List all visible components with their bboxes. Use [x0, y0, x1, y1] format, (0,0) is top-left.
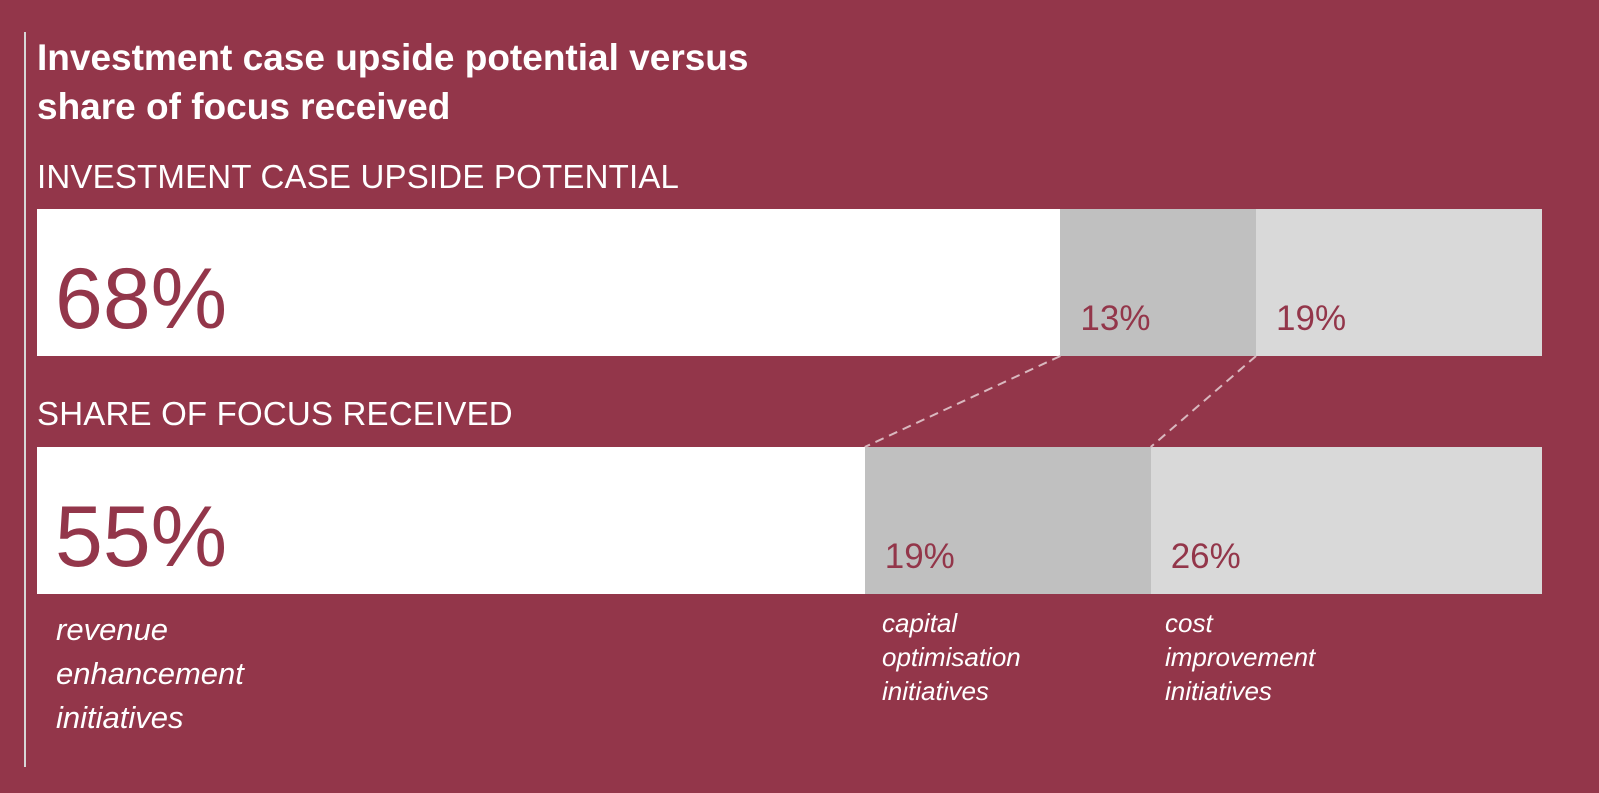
chart-title-line-2: share of focus received [37, 86, 451, 127]
value-label-revenue-enhancement-share-of-focus: 55% [55, 489, 228, 585]
legend-label-cost-improvement: cost improvement initiatives [1165, 606, 1315, 708]
legend-label-revenue-enhancement: revenue enhancement initiatives [56, 608, 244, 740]
connector-line-cost-improvement [1150, 355, 1257, 448]
bar-segment-capital-optimisation-upside-potential: 13% [1060, 209, 1257, 356]
legend-line: initiatives [56, 700, 184, 735]
bar-segment-cost-improvement-share-of-focus: 26% [1150, 447, 1542, 594]
connector-line-capital-optimisation [864, 355, 1061, 448]
value-label-cost-improvement-share-of-focus: 26% [1170, 537, 1241, 576]
legend-line: improvement [1165, 642, 1316, 672]
left-accent-rule [24, 32, 26, 767]
bar-segment-revenue-enhancement-share-of-focus: 55% [37, 447, 865, 594]
legend-line: revenue [56, 612, 169, 647]
legend-line: capital [882, 608, 958, 638]
value-label-capital-optimisation-upside-potential: 13% [1080, 299, 1151, 338]
bar-segment-capital-optimisation-share-of-focus: 19% [864, 447, 1151, 594]
bar-segment-revenue-enhancement-upside-potential: 68% [37, 209, 1061, 356]
row-label-share-of-focus: SHARE OF FOCUS RECEIVED [37, 395, 513, 432]
legend-line: initiatives [882, 676, 989, 706]
legend-line: enhancement [56, 656, 244, 691]
legend-line: initiatives [1165, 676, 1272, 706]
stacked-bar-share-of-focus: 55% 19% 26% [37, 447, 1542, 594]
value-label-revenue-enhancement-upside-potential: 68% [55, 251, 228, 347]
legend-line: optimisation [882, 642, 1021, 672]
value-label-capital-optimisation-share-of-focus: 19% [884, 537, 955, 576]
stacked-bar-upside-potential: 68% 13% 19% [37, 209, 1542, 356]
chart-title: Investment case upside potential versus … [37, 33, 937, 131]
legend-label-capital-optimisation: capital optimisation initiatives [882, 606, 1021, 708]
value-label-cost-improvement-upside-potential: 19% [1276, 299, 1347, 338]
row-label-upside-potential: INVESTMENT CASE UPSIDE POTENTIAL [37, 158, 680, 195]
bar-segment-cost-improvement-upside-potential: 19% [1256, 209, 1542, 356]
chart-title-line-1: Investment case upside potential versus [37, 37, 749, 78]
legend-line: cost [1165, 608, 1213, 638]
